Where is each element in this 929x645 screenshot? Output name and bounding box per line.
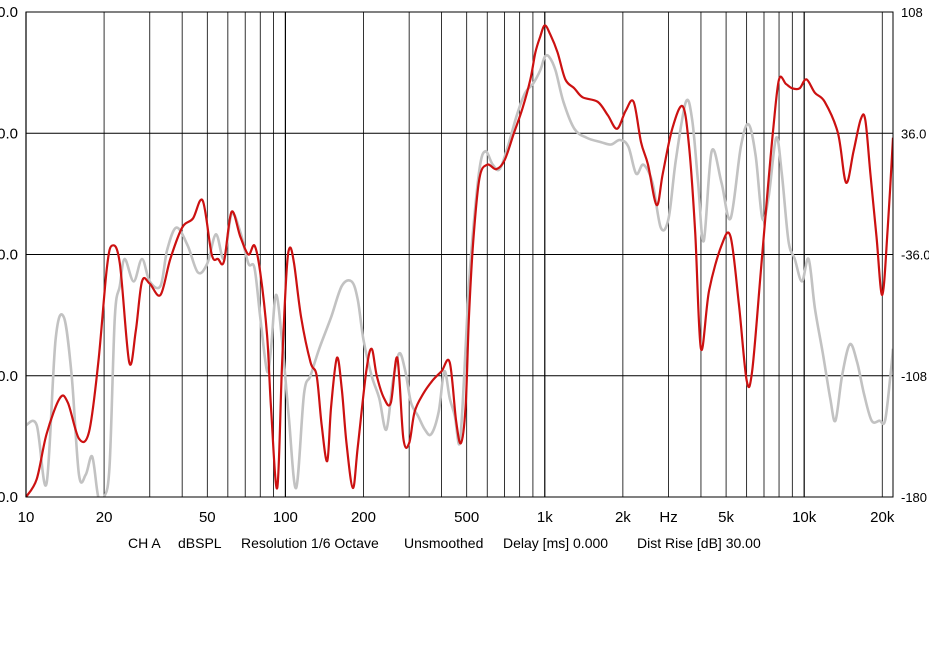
- x-tick-label: 500: [454, 509, 479, 526]
- right-tick-label: 36.0: [901, 126, 926, 141]
- footer-delay: Delay [ms] 0.000: [503, 535, 609, 551]
- left-tick-label: 0.0: [0, 4, 18, 21]
- x-tick-label: Hz: [659, 509, 677, 526]
- right-tick-label: -108: [901, 369, 927, 384]
- left-tick-label: 0.0: [0, 368, 18, 385]
- series-layer: [26, 24, 893, 497]
- x-tick-label: 10k: [792, 509, 817, 526]
- left-tick-labels: 0.0 0.0 0.0 0.0 0.0: [0, 4, 18, 506]
- left-tick-label: 0.0: [0, 125, 18, 142]
- series-grey-line: [26, 53, 893, 497]
- left-tick-label: 0.0: [0, 489, 18, 506]
- x-tick-label: 5k: [718, 509, 734, 526]
- x-tick-label: 200: [351, 509, 376, 526]
- status-footer: CH A dBSPL Resolution 1/6 Octave Unsmoot…: [0, 533, 929, 555]
- x-tick-label: 20: [96, 509, 113, 526]
- x-tick-label: 10: [18, 509, 35, 526]
- plot-frame: [25, 11, 894, 498]
- right-tick-label: -36.0: [901, 248, 929, 263]
- frequency-response-chart: 10 20 50 100 200 500 1k 2k Hz 5k 10k 20k 0.00.00.00…: [0, 4, 929, 526]
- footer-resolution: Resolution 1/6 Octave: [241, 535, 379, 551]
- right-tick-labels: 108 36.0 -36.0 -108 -180: [901, 5, 929, 505]
- right-tick-label: 108: [901, 5, 923, 20]
- left-tick-label: 0.0: [0, 247, 18, 264]
- footer-channel: CH A: [128, 535, 161, 551]
- x-tick-labels: 10 20 50 100 200 500 1k 2k Hz 5k 10k 20k: [18, 509, 895, 526]
- right-tick-label: -180: [901, 490, 927, 505]
- x-tick-label: 1k: [537, 509, 553, 526]
- footer-smoothing: Unsmoothed: [404, 535, 484, 551]
- x-tick-label: 50: [199, 509, 216, 526]
- series-red-line: [26, 24, 893, 497]
- x-tick-label: 2k: [615, 509, 631, 526]
- footer-unit: dBSPL: [178, 535, 222, 551]
- x-tick-label: 100: [273, 509, 298, 526]
- x-tick-label: 20k: [870, 509, 895, 526]
- footer-dist-rise: Dist Rise [dB] 30.00: [637, 535, 761, 551]
